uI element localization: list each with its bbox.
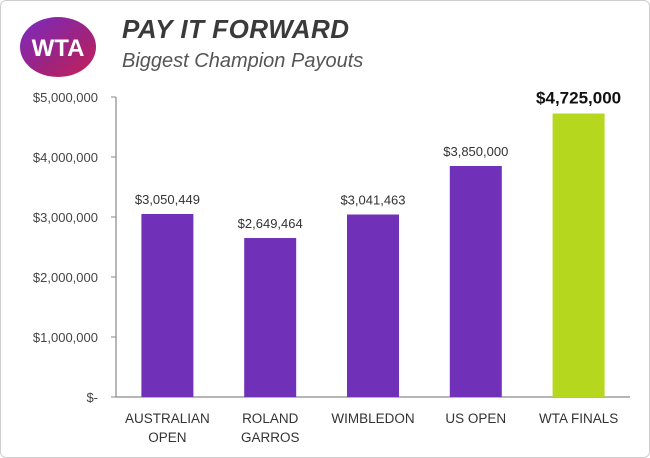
y-tick-label: $5,000,000 [33, 90, 98, 105]
x-tick-label: AUSTRALIAN [125, 411, 210, 426]
x-tick-label: OPEN [148, 430, 186, 445]
x-tick-label: GARROS [241, 430, 300, 445]
data-label: $3,050,449 [135, 192, 200, 207]
data-label: $4,725,000 [536, 89, 621, 108]
x-tick-label: US OPEN [445, 411, 506, 426]
x-tick-label: WIMBLEDON [331, 411, 414, 426]
y-tick-label: $- [86, 390, 98, 405]
data-label: $3,041,463 [340, 193, 405, 208]
chart-subtitle: Biggest Champion Payouts [122, 50, 364, 72]
y-tick-label: $1,000,000 [33, 330, 98, 345]
y-tick-label: $3,000,000 [33, 210, 98, 225]
bar [449, 166, 502, 397]
x-tick-label: WTA FINALS [539, 411, 618, 426]
bar [347, 214, 399, 397]
data-label: $3,850,000 [443, 144, 508, 159]
y-tick-label: $4,000,000 [33, 150, 98, 165]
bar [552, 113, 605, 397]
y-tick-label: $2,000,000 [33, 270, 98, 285]
chart-title: PAY IT FORWARD [122, 14, 350, 44]
wta-logo: WTA [20, 17, 96, 77]
bar [141, 213, 194, 397]
bar [244, 238, 297, 397]
x-tick-label: ROLAND [242, 411, 299, 426]
data-label: $2,649,464 [238, 216, 303, 231]
logo-text: WTA [32, 35, 85, 62]
